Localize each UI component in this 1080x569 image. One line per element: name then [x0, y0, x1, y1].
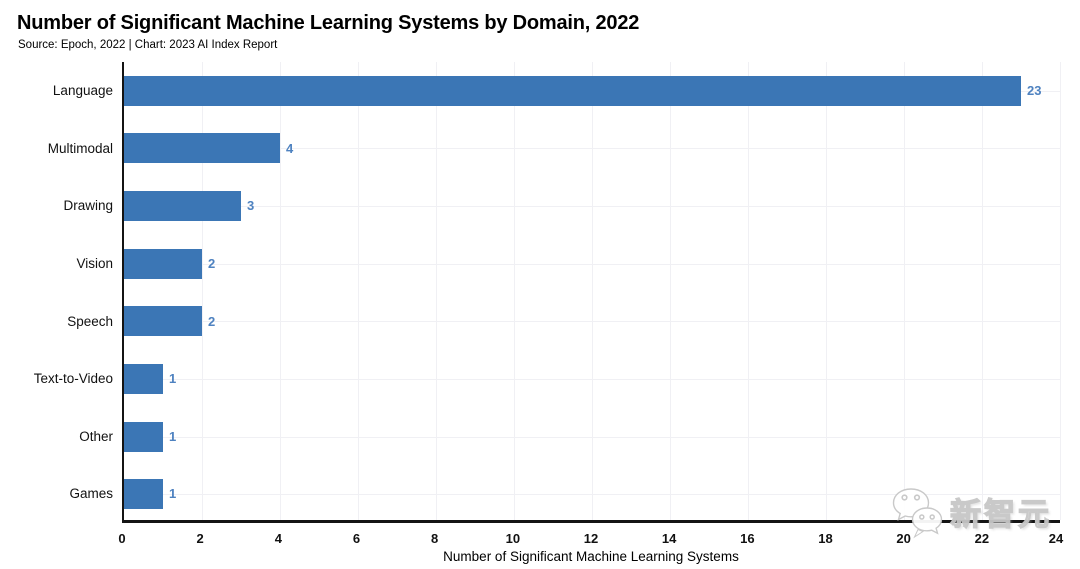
- gridline-vertical: [201, 62, 203, 520]
- bar: [124, 363, 163, 394]
- bar: [124, 306, 202, 337]
- category-label: Text-to-Video: [33, 371, 113, 387]
- bar: [124, 133, 280, 164]
- bar-row: 23: [124, 62, 1060, 120]
- gridline-horizontal: [124, 148, 1060, 150]
- category-label: Other: [79, 428, 113, 444]
- bar-value-label: 1: [168, 371, 177, 387]
- bar-row: 1: [124, 408, 1060, 466]
- bar-value-label: 4: [285, 140, 294, 156]
- gridline-horizontal: [124, 436, 1060, 438]
- gridline-vertical: [1060, 62, 1061, 520]
- gridline-horizontal: [124, 378, 1060, 380]
- bar-row: 4: [124, 120, 1060, 178]
- gridline-vertical: [747, 62, 749, 520]
- bar: [124, 421, 163, 452]
- gridline-vertical: [670, 62, 671, 520]
- bar: [124, 248, 202, 279]
- bar: [124, 191, 241, 222]
- gridline-vertical: [826, 62, 827, 520]
- category-label: Drawing: [63, 198, 113, 214]
- bar-row: 1: [124, 350, 1060, 408]
- category-label: Language: [52, 83, 113, 98]
- category-label: Games: [69, 486, 113, 502]
- gridline-horizontal: [124, 263, 1060, 265]
- x-tick-label: 20: [896, 531, 911, 546]
- chart-subtitle: Source: Epoch, 2022 | Chart: 2023 AI Ind…: [18, 39, 278, 51]
- wechat-logo-icon: [892, 488, 943, 539]
- x-tick-label: 22: [974, 531, 990, 546]
- gridline-horizontal: [124, 206, 1060, 208]
- x-tick-label: 8: [431, 531, 439, 546]
- bar-row: 2: [124, 293, 1060, 351]
- watermark: 新智元: [890, 486, 1052, 542]
- plot-area: 23 4 3 2 2 1 1 1: [122, 62, 1061, 523]
- x-tick-label: 16: [740, 531, 755, 546]
- x-tick-label: 6: [352, 531, 361, 546]
- x-tick-label: 18: [818, 531, 833, 546]
- category-label: Vision: [76, 255, 113, 271]
- category-label: Speech: [67, 313, 113, 329]
- x-axis-title: Number of Significant Machine Learning S…: [443, 549, 739, 564]
- gridline-vertical: [279, 62, 281, 520]
- bar: [124, 479, 163, 510]
- gridline-vertical: [904, 62, 905, 520]
- bar-value-label: 1: [168, 486, 177, 502]
- watermark-text: 新智元: [949, 496, 1052, 532]
- bar-row: 1: [124, 465, 1060, 523]
- x-tick-label: 14: [661, 531, 677, 546]
- chart-title: Number of Significant Machine Learning S…: [17, 12, 640, 34]
- x-tick-label: 10: [505, 531, 521, 546]
- x-tick-label: 0: [118, 531, 126, 546]
- gridline-horizontal: [124, 321, 1060, 323]
- gridline-vertical: [435, 62, 437, 520]
- gridline-vertical: [592, 62, 593, 520]
- bar-row: 2: [124, 235, 1060, 293]
- x-tick-label: 4: [274, 531, 282, 546]
- bar-value-label: 2: [207, 313, 216, 329]
- bar-value-label: 1: [168, 428, 177, 444]
- bar-value-label: 23: [1027, 83, 1042, 98]
- category-label: Multimodal: [47, 140, 113, 156]
- gridline-vertical: [982, 62, 983, 520]
- x-tick-label: 24: [1048, 531, 1064, 546]
- gridline-horizontal: [124, 494, 1060, 496]
- gridline-vertical: [358, 62, 359, 520]
- bar-row: 3: [124, 177, 1060, 235]
- bar: [124, 75, 1021, 106]
- bar-value-label: 3: [247, 198, 255, 214]
- gridline-vertical: [514, 62, 515, 520]
- bar-value-label: 2: [207, 255, 216, 271]
- x-tick-label: 2: [196, 531, 204, 546]
- x-tick-label: 12: [583, 531, 599, 546]
